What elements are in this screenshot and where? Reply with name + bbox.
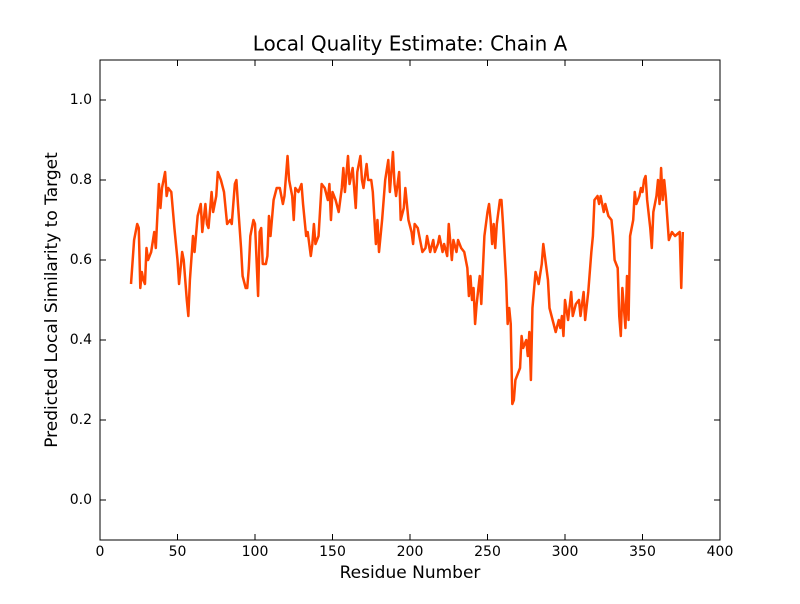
plot-frame	[99, 59, 721, 541]
x-tick-label: 200	[397, 544, 424, 560]
y-tick-label: 1.0	[70, 92, 92, 108]
x-tick-label: 400	[707, 544, 734, 560]
x-tick-label: 150	[319, 544, 346, 560]
x-tick-label: 250	[474, 544, 501, 560]
y-tick-label: 0.2	[70, 412, 92, 428]
chart-title: Local Quality Estimate: Chain A	[253, 32, 568, 56]
x-tick-label: 0	[96, 544, 105, 560]
x-tick-label: 50	[169, 544, 187, 560]
y-tick-label: 0.0	[70, 492, 92, 508]
x-axis-label: Residue Number	[340, 563, 481, 583]
y-axis-label: Predicted Local Similarity to Target	[42, 152, 62, 448]
y-tick-label: 0.4	[70, 332, 92, 348]
x-tick-label: 300	[552, 544, 579, 560]
data-line	[129, 150, 685, 406]
y-tick-label: 0.8	[70, 172, 92, 188]
x-tick-label: 100	[242, 544, 269, 560]
x-tick-label: 350	[629, 544, 656, 560]
y-tick-label: 0.6	[70, 252, 92, 268]
